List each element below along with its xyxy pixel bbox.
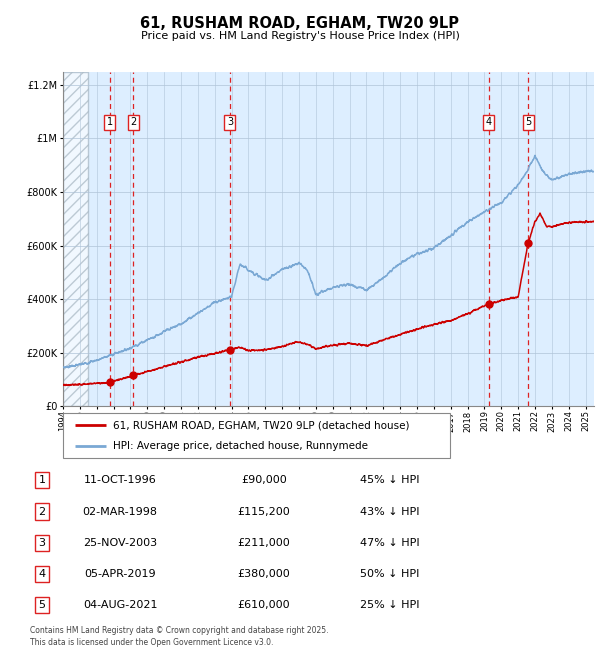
Text: £90,000: £90,000 xyxy=(241,475,287,486)
Text: Price paid vs. HM Land Registry's House Price Index (HPI): Price paid vs. HM Land Registry's House … xyxy=(140,31,460,40)
Text: 4: 4 xyxy=(486,118,492,127)
Text: HPI: Average price, detached house, Runnymede: HPI: Average price, detached house, Runn… xyxy=(113,441,368,450)
Text: 4: 4 xyxy=(38,569,46,579)
Text: 02-MAR-1998: 02-MAR-1998 xyxy=(83,506,157,517)
Text: 04-AUG-2021: 04-AUG-2021 xyxy=(83,600,157,610)
Text: 3: 3 xyxy=(38,538,46,548)
Text: £211,000: £211,000 xyxy=(238,538,290,548)
Text: 2: 2 xyxy=(130,118,136,127)
Text: 1: 1 xyxy=(107,118,113,127)
Text: 3: 3 xyxy=(227,118,233,127)
Text: £380,000: £380,000 xyxy=(238,569,290,579)
Text: 47% ↓ HPI: 47% ↓ HPI xyxy=(360,538,420,548)
Text: 5: 5 xyxy=(525,118,531,127)
Text: 5: 5 xyxy=(38,600,46,610)
FancyBboxPatch shape xyxy=(63,413,450,458)
Text: 45% ↓ HPI: 45% ↓ HPI xyxy=(360,475,420,486)
Text: £610,000: £610,000 xyxy=(238,600,290,610)
Text: £115,200: £115,200 xyxy=(238,506,290,517)
Text: 25-NOV-2003: 25-NOV-2003 xyxy=(83,538,157,548)
Text: 50% ↓ HPI: 50% ↓ HPI xyxy=(361,569,419,579)
Text: 61, RUSHAM ROAD, EGHAM, TW20 9LP (detached house): 61, RUSHAM ROAD, EGHAM, TW20 9LP (detach… xyxy=(113,421,410,430)
Text: 11-OCT-1996: 11-OCT-1996 xyxy=(83,475,157,486)
Text: 25% ↓ HPI: 25% ↓ HPI xyxy=(360,600,420,610)
Text: 43% ↓ HPI: 43% ↓ HPI xyxy=(360,506,420,517)
Text: 2: 2 xyxy=(38,506,46,517)
Text: 61, RUSHAM ROAD, EGHAM, TW20 9LP: 61, RUSHAM ROAD, EGHAM, TW20 9LP xyxy=(140,16,460,31)
Text: 1: 1 xyxy=(38,475,46,486)
Text: Contains HM Land Registry data © Crown copyright and database right 2025.
This d: Contains HM Land Registry data © Crown c… xyxy=(30,626,329,647)
Text: 05-APR-2019: 05-APR-2019 xyxy=(84,569,156,579)
